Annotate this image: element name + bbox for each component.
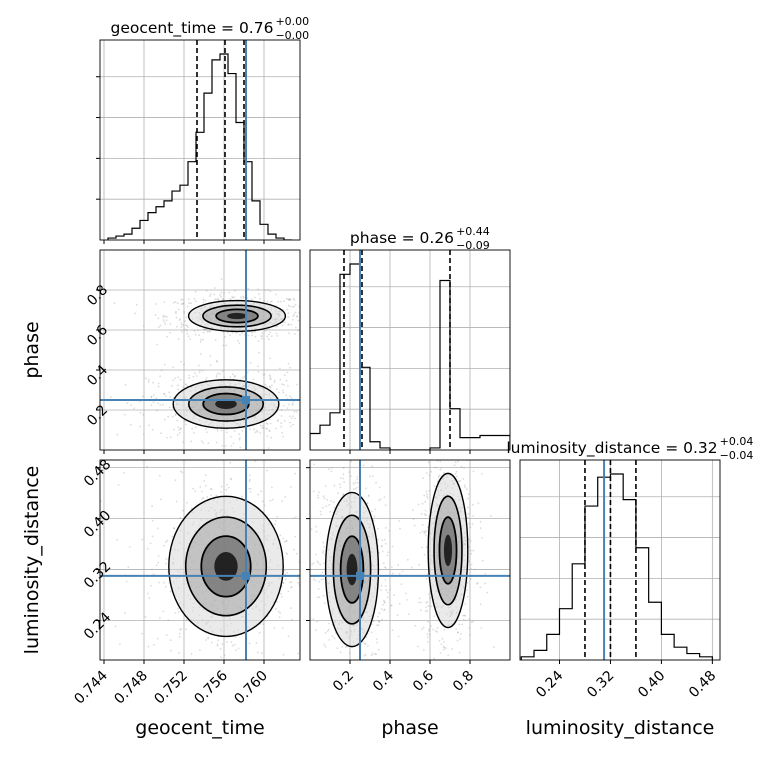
x-tick-label: 0.748 [111,668,151,708]
x-tick-label: 0.32 [584,668,617,701]
title-lower-error: −0.09 [456,239,490,252]
density-core-0 [214,552,238,581]
title-luminosity_distance: luminosity_distance = 0.32 [506,439,717,458]
panel-frame [99,39,301,241]
title-geocent_time: geocent_time = 0.76 [111,19,274,38]
histogram-phase [310,263,510,450]
y-tick-label: 0.40 [81,508,114,541]
x-tick-label: 0.744 [71,668,111,708]
panel-frame [309,459,511,661]
y-axis-label-luminosity_distance: luminosity_distance [21,466,43,655]
panel-frame [519,459,721,661]
density-core-1 [215,399,237,409]
panel-frame [99,249,301,451]
y-tick-label: 0.2 [84,402,111,429]
x-tick-label: 0.8 [450,668,477,695]
histogram-geocent_time [107,53,292,240]
title-upper-error: +0.44 [456,225,490,238]
truth-marker [242,571,250,580]
x-tick-label: 0.24 [533,668,566,701]
panel-geocent_time-vs-phase: 0.2 0.4 0.6 0.8 [84,249,301,454]
x-axis-label-phase: phase [381,717,438,739]
x-tick-label: 0.752 [151,668,191,708]
panel-frame [99,459,301,661]
y-tick-label: 0.48 [81,457,114,490]
x-tick-label: 0.40 [635,668,668,701]
title-upper-error: +0.00 [275,15,309,28]
panel-frame [309,249,511,451]
y-tick-label: 0.6 [84,322,111,349]
density-core-1 [443,534,453,567]
histogram-luminosity_distance [520,473,713,660]
y-tick-label: 0.8 [84,282,111,309]
x-tick-label: 0.756 [191,668,231,708]
truth-marker [242,396,250,404]
x-tick-label: 0.48 [686,668,719,701]
y-tick-label: 0.4 [84,362,111,389]
title-upper-error: +0.04 [720,435,754,448]
density-core-0 [346,553,358,586]
panel-luminosity_distance-hist: 0.24 0.32 0.40 0.48 [519,459,721,701]
x-tick-label: 0.760 [231,668,271,708]
x-tick-label: 0.2 [330,668,357,695]
y-axis-label-phase: phase [21,321,43,378]
x-tick-label: 0.6 [410,668,437,695]
panel-geocent_time-hist [96,39,301,244]
panel-phase-vs-luminosity_distance: 0.2 0.4 0.6 0.8 [306,459,511,695]
truth-marker [356,571,364,580]
x-axis-label-geocent_time: geocent_time [135,717,264,739]
y-tick-label: 0.24 [81,609,114,642]
title-lower-error: −0.00 [275,29,309,42]
title-phase: phase = 0.26 [350,229,454,247]
x-tick-label: 0.4 [370,668,397,695]
title-lower-error: −0.04 [720,449,754,462]
density-core-0 [227,312,247,320]
panel-phase-hist [309,249,511,454]
x-axis-label-luminosity_distance: luminosity_distance [526,717,715,739]
